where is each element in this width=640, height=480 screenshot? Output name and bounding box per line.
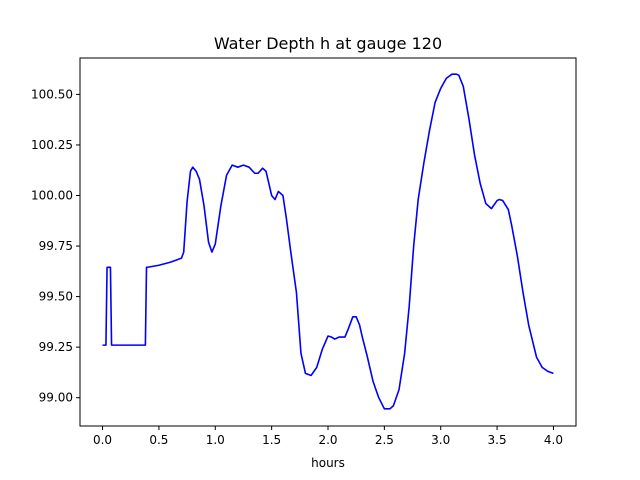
y-tick-label: 99.00 xyxy=(39,391,73,405)
x-tick-label: 2.5 xyxy=(375,433,394,447)
y-tick-label: 99.25 xyxy=(39,340,73,354)
x-tick-label: 3.5 xyxy=(488,433,507,447)
x-tick-label: 1.5 xyxy=(262,433,281,447)
y-tick-label: 100.25 xyxy=(31,138,73,152)
x-tick-label: 0.0 xyxy=(93,433,112,447)
y-tick-label: 99.50 xyxy=(39,290,73,304)
chart-title: Water Depth h at gauge 120 xyxy=(214,34,442,53)
x-axis: 0.0 0.5 1.0 1.5 2.0 2.5 3.0 3.5 4.0 xyxy=(93,426,563,447)
x-tick-label: 1.0 xyxy=(206,433,225,447)
x-axis-label: hours xyxy=(311,456,345,470)
x-tick-label: 0.5 xyxy=(149,433,168,447)
plot-area xyxy=(80,58,576,426)
y-tick-label: 100.50 xyxy=(31,87,73,101)
series-line-0 xyxy=(102,73,554,410)
x-tick-label: 4.0 xyxy=(544,433,563,447)
x-tick-label: 3.0 xyxy=(431,433,450,447)
y-tick-label: 99.75 xyxy=(39,239,73,253)
y-axis: 99.00 99.25 99.50 99.75 100.00 100.25 100.50 xyxy=(31,87,80,405)
y-tick-label: 100.00 xyxy=(31,188,73,202)
x-tick-label: 2.0 xyxy=(318,433,337,447)
series-layer xyxy=(102,73,554,410)
